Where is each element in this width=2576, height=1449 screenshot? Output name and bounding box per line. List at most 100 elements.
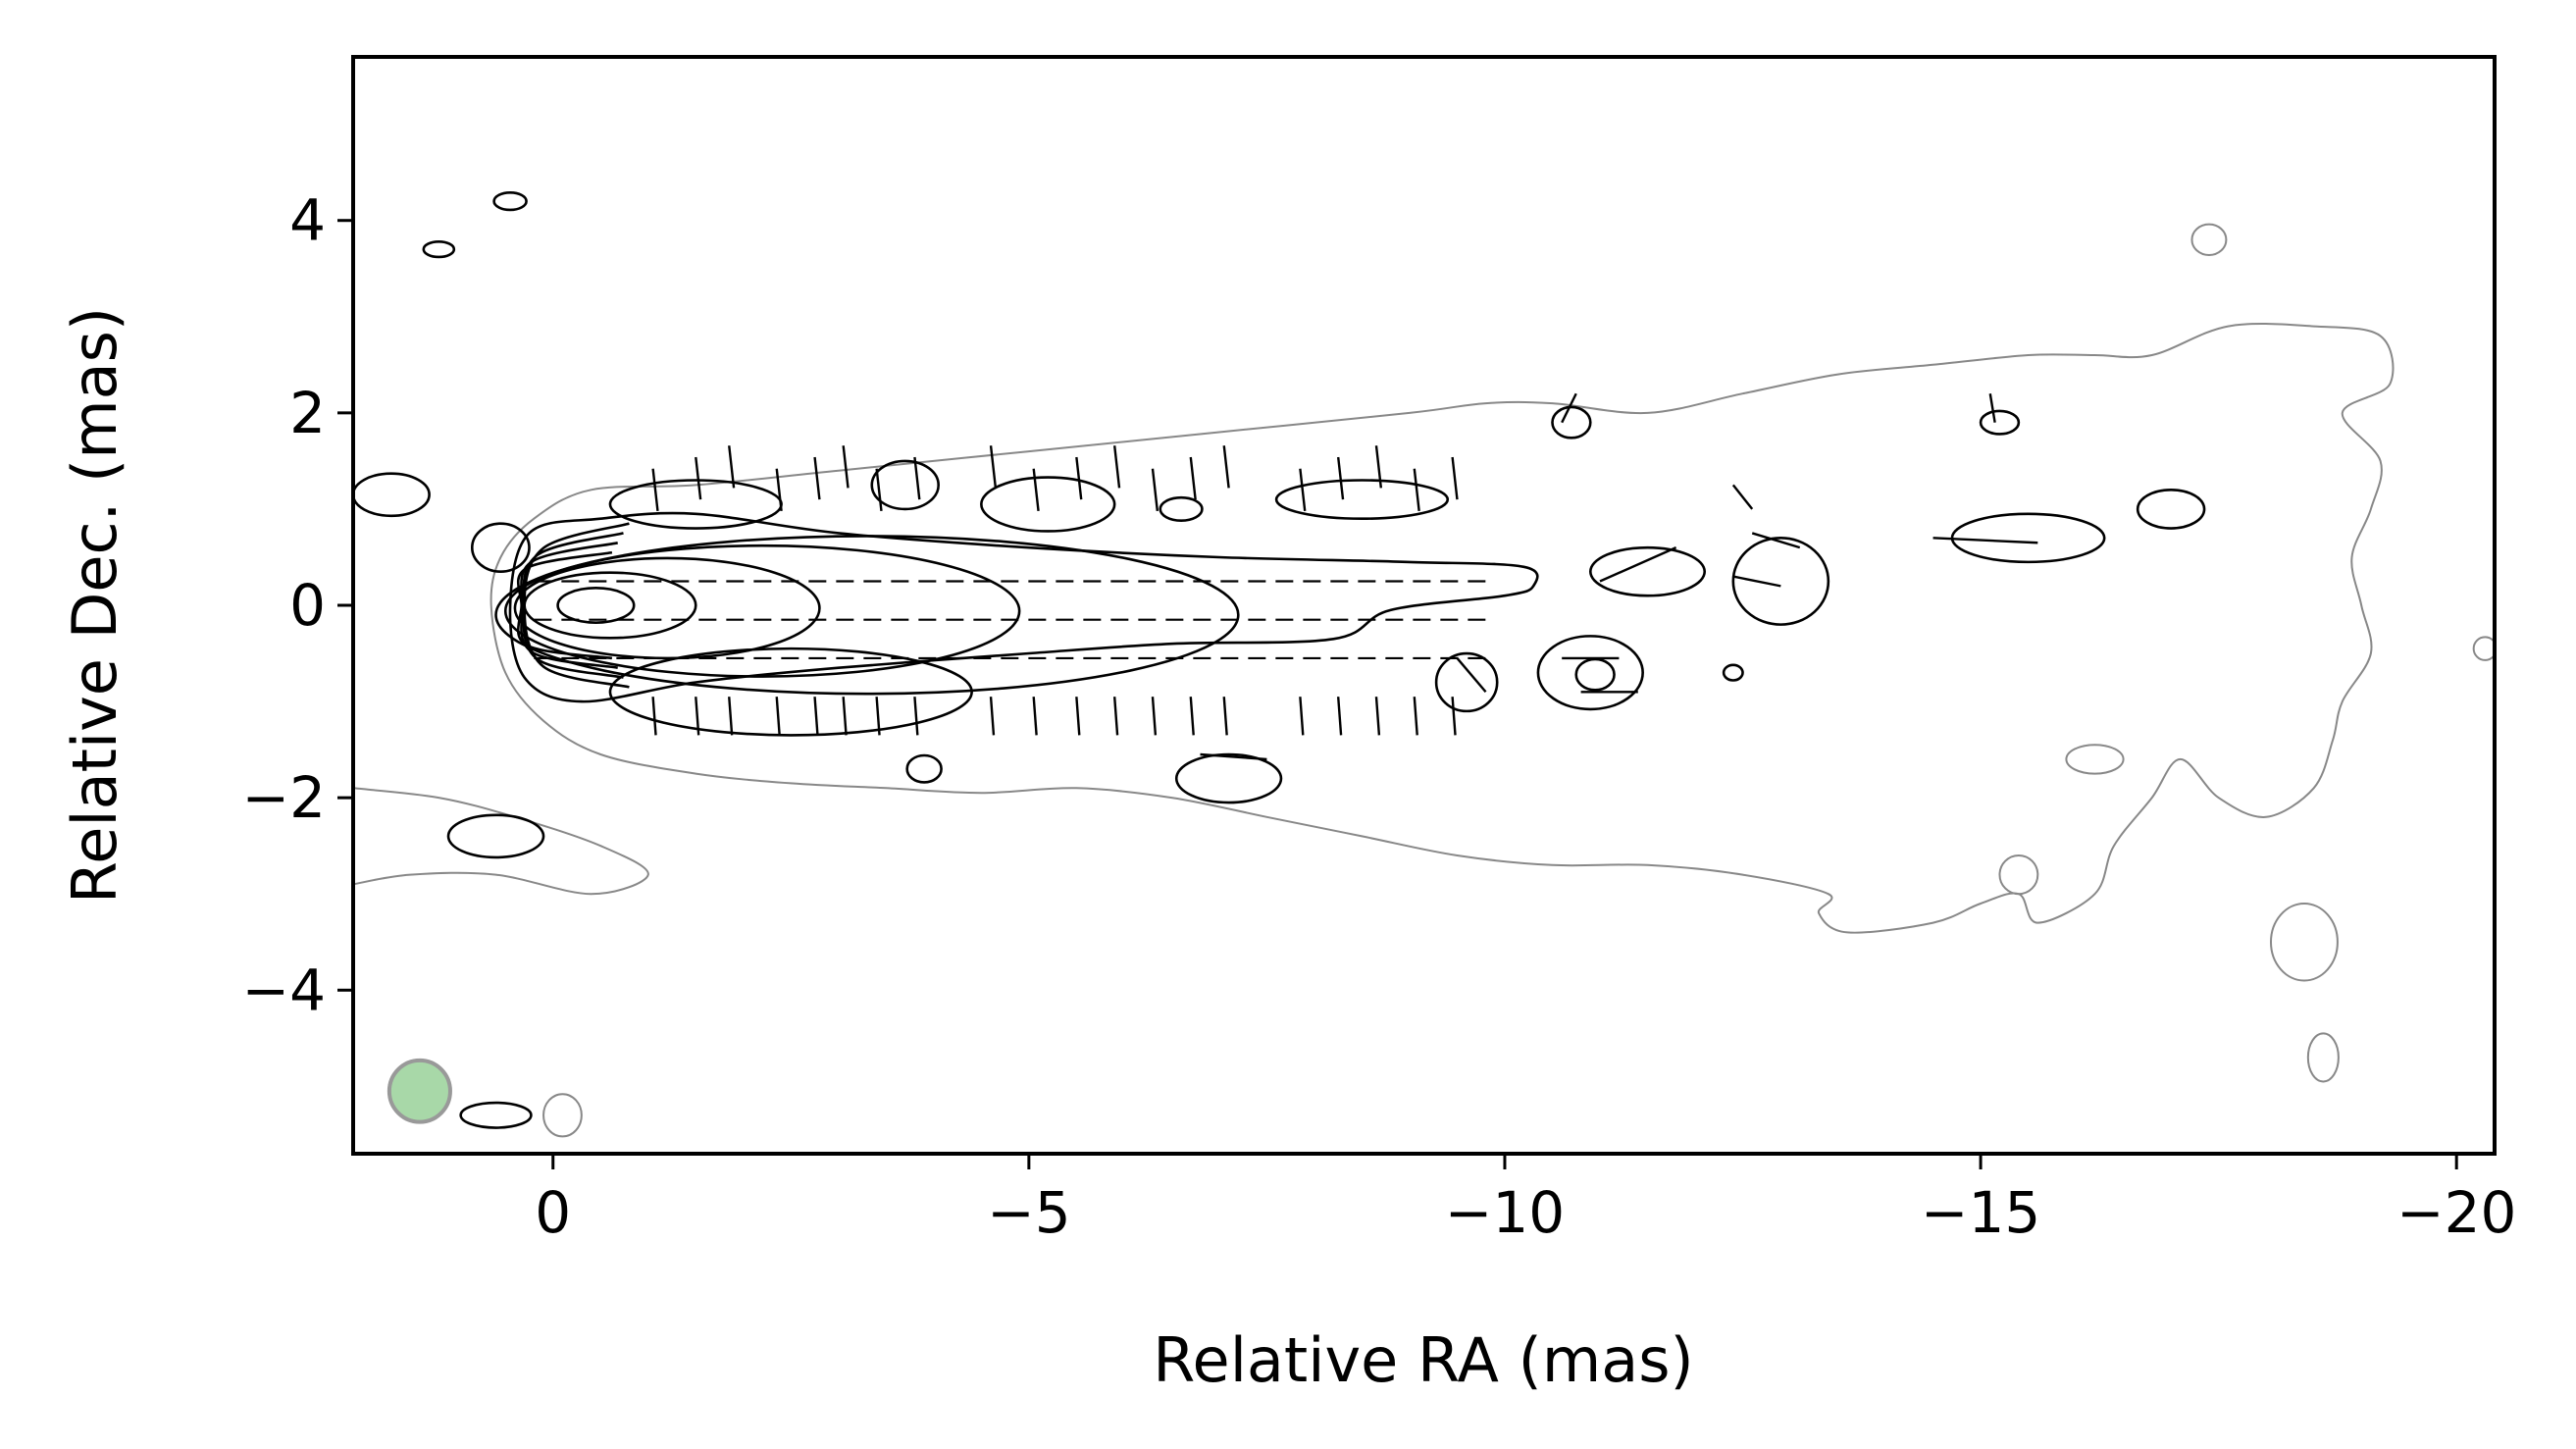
polarization-vector <box>1451 456 1459 500</box>
flux-contour <box>470 522 531 573</box>
polarization-vector <box>1374 445 1383 489</box>
y-tick-label: 4 <box>289 187 326 254</box>
polarization-vector <box>875 697 881 736</box>
flux-contour <box>1979 409 2021 436</box>
outer-contour-lower-branch <box>353 787 649 896</box>
polarization-vector <box>1599 546 1677 583</box>
polarization-vector <box>1151 697 1158 736</box>
polarization-vector <box>1151 468 1159 512</box>
x-tick-label: −20 <box>2396 1179 2516 1246</box>
flux-contour <box>1950 512 2106 564</box>
beam-ellipse <box>386 1058 452 1124</box>
polarization-vector <box>1075 697 1081 736</box>
flux-contour <box>1434 651 1499 713</box>
outer-contour <box>489 323 2395 934</box>
polarization-vector <box>1200 752 1267 761</box>
polarization-vector <box>1032 468 1040 512</box>
core-contour <box>523 522 630 689</box>
flux-contour <box>1722 663 1744 682</box>
polarization-vector <box>813 697 819 736</box>
polarization-vector <box>989 445 998 489</box>
core-contour <box>523 571 697 640</box>
y-tick-label: 0 <box>289 572 326 639</box>
polarization-vector <box>1075 456 1083 500</box>
polarization-vector <box>1932 537 2038 544</box>
plot-area <box>353 190 2495 1138</box>
x-tick-label: 0 <box>535 1179 571 1246</box>
flux-contour <box>905 753 943 784</box>
flux-contour <box>1731 537 1830 626</box>
x-axis-label: Relative RA (mas) <box>1153 1324 1694 1396</box>
polarization-vector <box>813 456 821 500</box>
polarization-vector <box>842 445 850 489</box>
y-tick-label: −4 <box>242 957 327 1023</box>
x-tick-label: −15 <box>1921 1179 2040 1246</box>
polarization-vector <box>1732 575 1781 588</box>
polarization-vector <box>1413 697 1418 736</box>
y-tick-label: −2 <box>242 764 327 831</box>
x-tick-label: −5 <box>987 1179 1071 1246</box>
polarization-vector <box>1561 392 1577 424</box>
polarization-vector <box>1751 532 1801 549</box>
flux-contour <box>1536 635 1644 711</box>
flux-contour <box>1159 495 1204 522</box>
flux-contour <box>1274 479 1450 521</box>
flux-contour <box>459 1101 533 1129</box>
polarization-vector <box>1112 697 1119 736</box>
polarization-vector <box>695 697 700 736</box>
y-tick-label: 2 <box>289 380 326 446</box>
outer-contour-island <box>2190 223 2228 257</box>
polarization-vector <box>1374 697 1381 736</box>
polarization-vector <box>1456 657 1487 694</box>
flux-contour <box>980 476 1116 533</box>
outer-contour-island <box>2306 1032 2340 1083</box>
polarization-vector <box>1222 697 1228 736</box>
x-tick-label: −10 <box>1445 1179 1565 1246</box>
flux-contour <box>446 813 545 859</box>
axes: 0 −5 −10 −15 −20 4 2 0 −2 −4 <box>242 187 2517 1246</box>
flux-contour <box>1588 545 1707 597</box>
polarization-vector <box>1731 484 1754 510</box>
flux-contour <box>608 647 973 737</box>
polarization-vector <box>1299 697 1305 736</box>
flux-contour <box>1551 405 1592 440</box>
polarization-vector <box>775 697 781 736</box>
flux-contour <box>1574 657 1616 692</box>
polarization-vector <box>1189 456 1197 500</box>
polarization-vector <box>1451 697 1457 736</box>
flux-contour <box>353 472 431 518</box>
outer-contour-island <box>1998 854 2039 896</box>
polarization-vector <box>989 697 996 736</box>
outer-contour-island <box>2269 903 2339 982</box>
polarization-vector <box>695 456 702 500</box>
polarization-vector <box>1222 445 1230 489</box>
polarization-vector <box>875 468 883 512</box>
core-contour <box>494 535 1240 696</box>
polarization-vector <box>1413 468 1420 512</box>
core-contour <box>503 543 1021 678</box>
outer-contour-island <box>2472 636 2495 661</box>
polarization-vector <box>1112 445 1121 489</box>
jet-contour <box>508 511 1539 703</box>
core-contour <box>513 556 821 660</box>
flux-contour <box>870 459 940 511</box>
outer-contour-island <box>542 1093 583 1138</box>
polarization-vector <box>1336 697 1343 736</box>
polarization-vector <box>728 697 734 736</box>
outer-contour-island <box>2065 744 2125 775</box>
flux-contour <box>608 479 783 530</box>
polarization-vector <box>775 468 783 512</box>
core-contour <box>556 587 636 624</box>
polarization-vector <box>651 697 657 736</box>
polarization-vector <box>1988 393 1996 423</box>
flux-contour <box>492 190 528 212</box>
flux-contour <box>1174 752 1283 804</box>
polarization-vector <box>913 456 921 500</box>
polarization-vector <box>1336 456 1345 500</box>
polarization-vector <box>1299 468 1307 512</box>
y-axis-label: Relative Dec. (mas) <box>59 307 130 904</box>
flux-contour <box>2136 489 2206 530</box>
polarization-vector <box>1032 697 1038 736</box>
polarization-vector <box>651 468 659 512</box>
